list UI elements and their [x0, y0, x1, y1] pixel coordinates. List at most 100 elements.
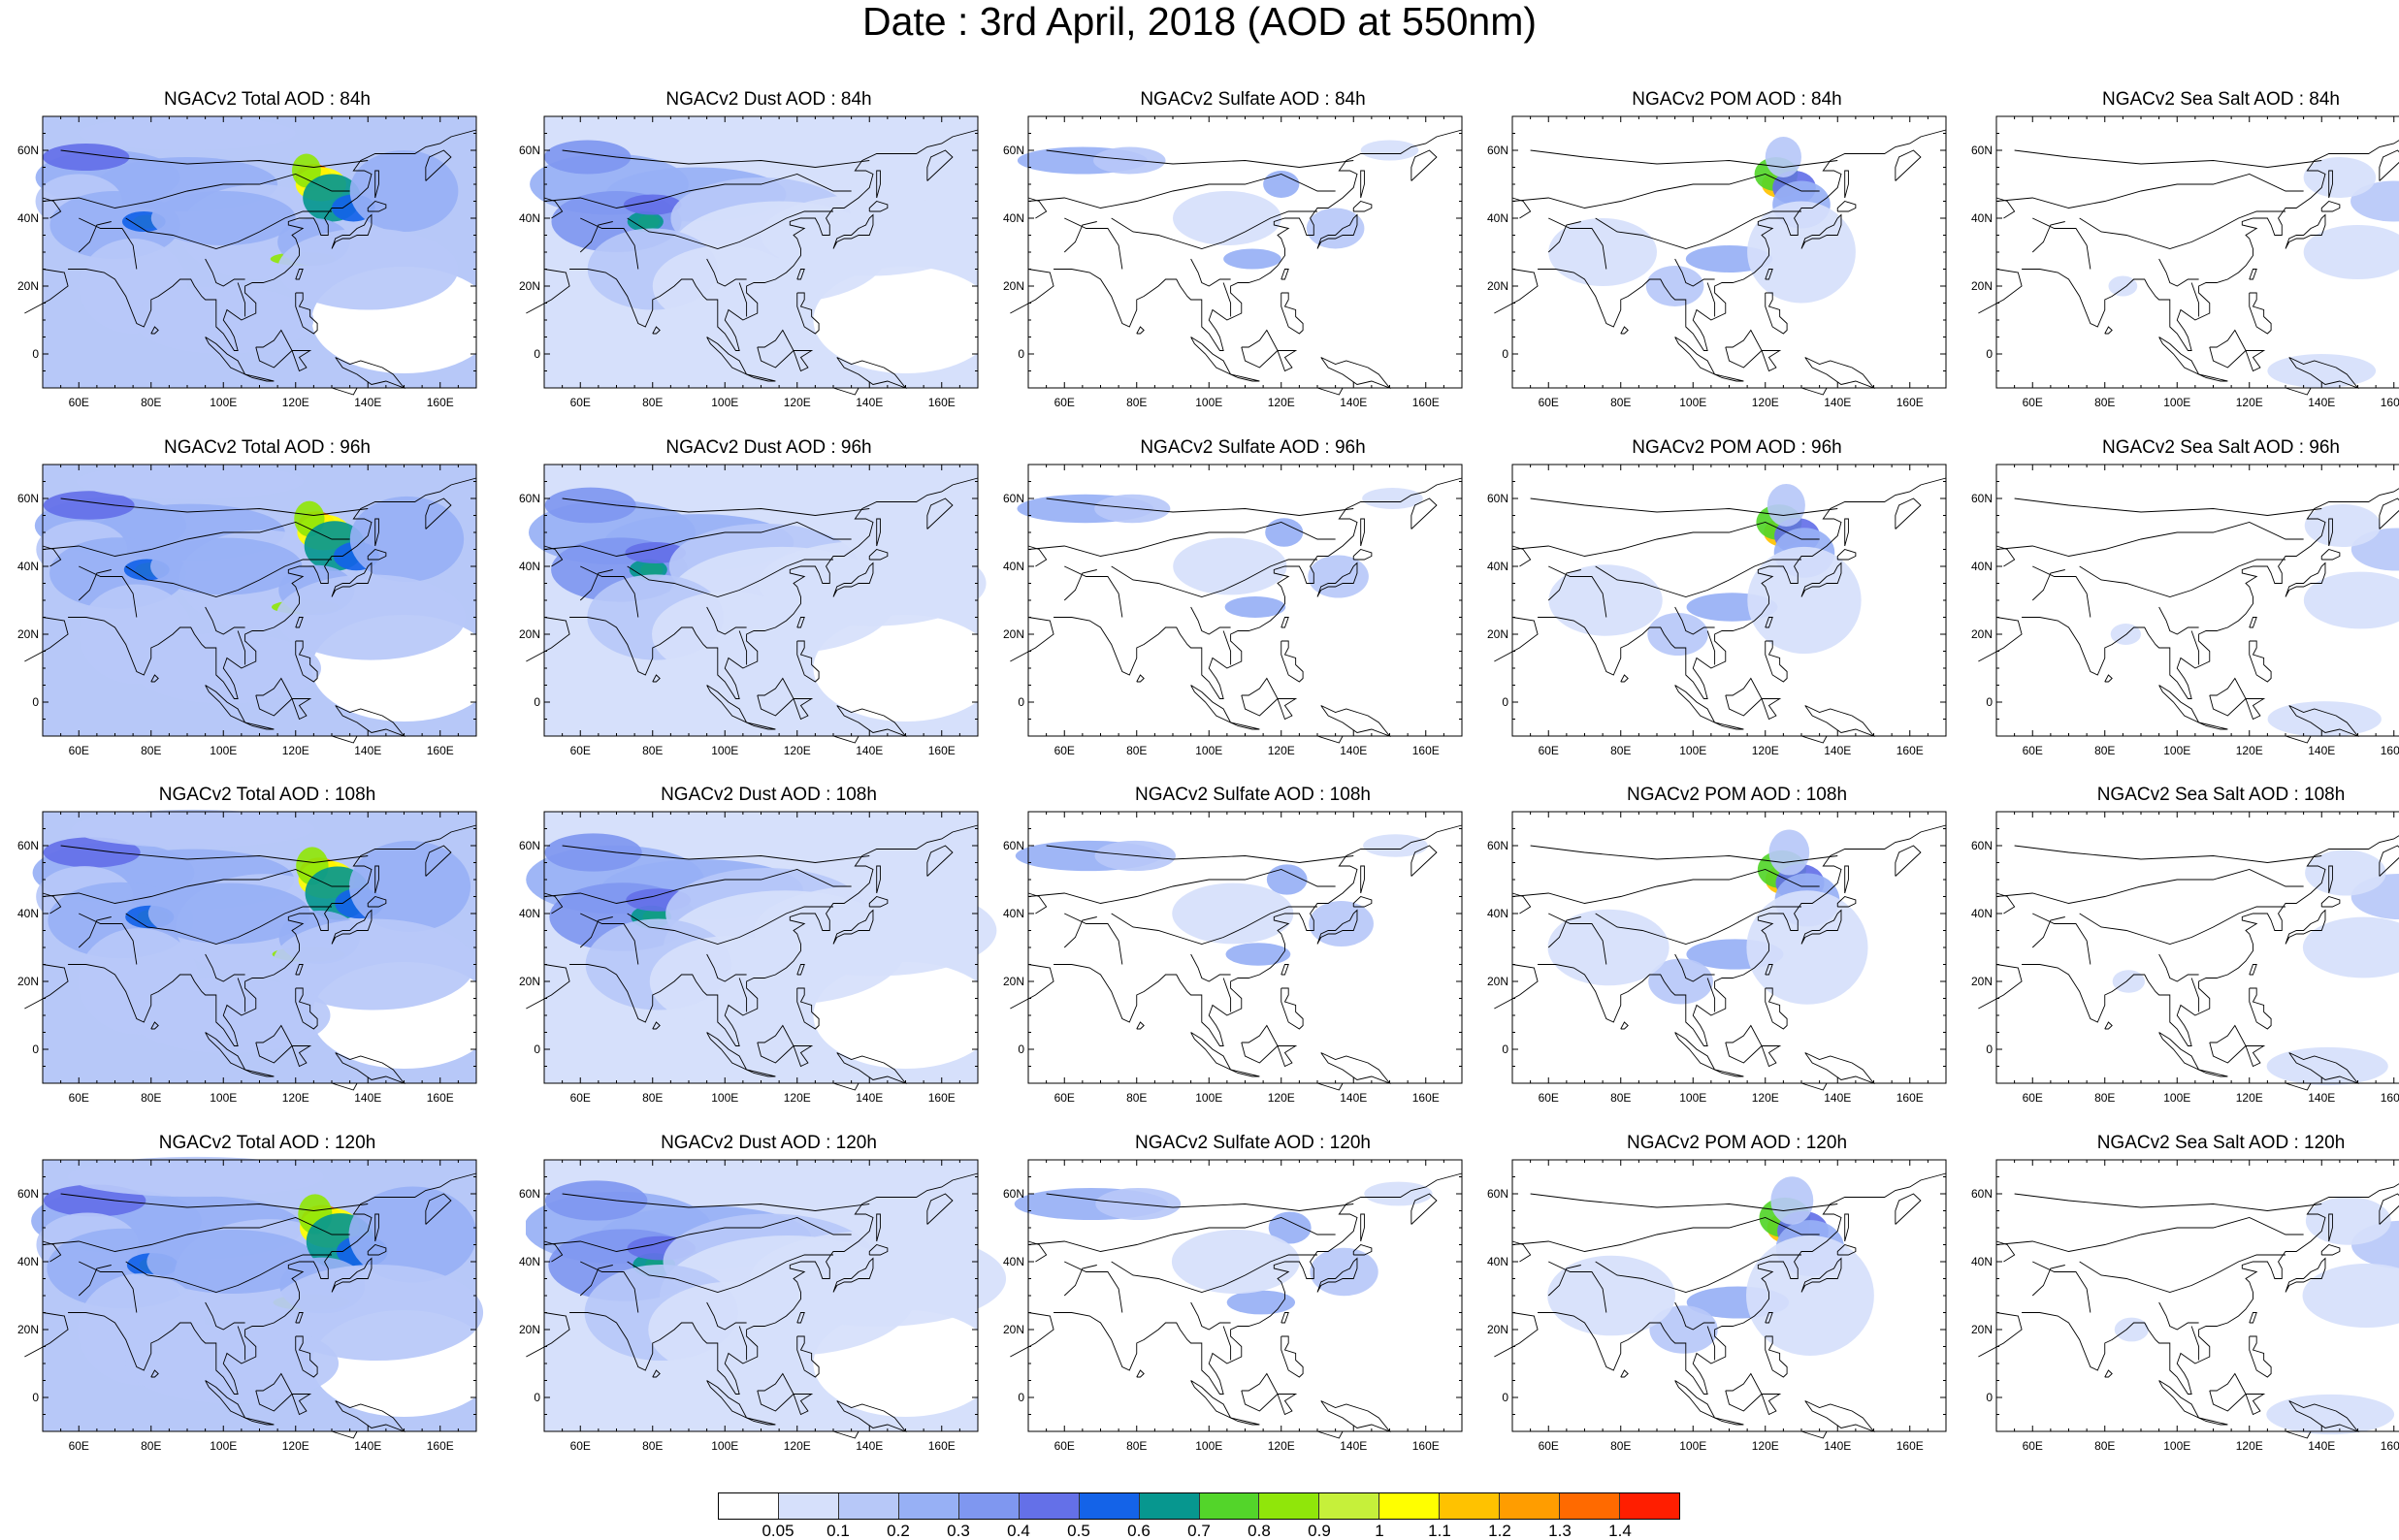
panel-title: NGACv2 Dust AOD : 84h — [665, 89, 872, 110]
aerosol-plume — [1547, 909, 1670, 986]
x-tick-label: 100E — [1679, 396, 1707, 409]
aerosol-plume — [2305, 1197, 2391, 1245]
coastline — [832, 561, 874, 597]
map-panel: NGACv2 Sulfate AOD : 84h 60N 40N 20N 0 60E 80E… — [1003, 89, 1496, 437]
colorbar-swatch — [1318, 1493, 1379, 1519]
coastline — [1995, 1217, 2304, 1252]
aod-map — [1494, 1159, 1947, 1439]
coastline — [1765, 964, 1773, 976]
aerosol-plume — [1173, 537, 1287, 595]
map-panel: NGACv2 POM AOD : 84h 60N 40N 20N 0 60E 80E 100E… — [1487, 90, 1980, 437]
coastline — [836, 357, 907, 389]
coastline — [1995, 1240, 2016, 1263]
coastline — [2288, 1052, 2359, 1084]
map-panel: NGACv2 Dust AOD : 108h 60N 40N 20N 0 60E 80E 10… — [519, 786, 1012, 1133]
aerosol-plume — [1768, 829, 1810, 876]
coastline — [836, 1400, 907, 1432]
coastline — [42, 892, 62, 914]
x-tick-label: 160E — [1896, 396, 1924, 409]
coastline — [876, 1213, 881, 1242]
map-panel: NGACv2 Sea Salt AOD : 108h 60N 40N 20N 0 60E 8… — [1971, 786, 2399, 1133]
aerosol-plume — [2304, 503, 2381, 548]
panel-title: NGACv2 Sulfate AOD : 84h — [1140, 89, 1366, 110]
x-tick-label: 80E — [141, 396, 162, 409]
y-tick-label: 60N — [1486, 839, 1508, 852]
coastline — [1281, 292, 1304, 335]
coastline — [2249, 617, 2257, 628]
coastline — [706, 1301, 747, 1331]
coastline — [579, 569, 613, 601]
coastline — [1316, 561, 1358, 597]
coastline — [526, 1312, 570, 1358]
coastline — [1320, 357, 1391, 389]
x-tick-label: 160E — [1411, 744, 1440, 757]
x-tick-label: 140E — [856, 396, 884, 409]
aerosol-plume — [2303, 571, 2399, 629]
coastline — [2328, 518, 2333, 547]
coastline — [2198, 722, 2228, 730]
coastline — [1410, 149, 1438, 181]
coastline — [1714, 1417, 1744, 1426]
aerosol-plume — [2267, 354, 2377, 388]
coastline — [1548, 217, 1607, 270]
coastline — [2190, 978, 2200, 1012]
coastline — [42, 545, 62, 567]
aerosol-plume — [348, 1186, 477, 1283]
coastline — [1027, 545, 1048, 567]
y-tick-label: 60N — [16, 492, 39, 505]
y-tick-label: 20N — [1970, 627, 1993, 641]
colorbar-label: 0.9 — [1308, 1522, 1331, 1540]
coastline — [1352, 200, 1373, 212]
x-tick-label: 80E — [1610, 1091, 1632, 1105]
aod-map — [1494, 115, 1947, 396]
x-tick-label: 140E — [856, 744, 884, 757]
coastline — [2209, 677, 2247, 717]
coastline — [1316, 213, 1358, 249]
coastline — [2190, 630, 2200, 665]
coastline — [543, 892, 564, 914]
coastline — [1674, 953, 1715, 982]
x-tick-label: 120E — [1751, 744, 1779, 757]
coastline — [1010, 964, 1054, 1010]
x-tick-label: 60E — [1538, 396, 1559, 409]
aerosol-plume — [150, 537, 303, 595]
coastline — [1836, 548, 1857, 561]
coastline — [1281, 1312, 1289, 1324]
x-tick-label: 120E — [1267, 1439, 1295, 1453]
coastline — [2190, 282, 2200, 317]
y-tick-label: 60N — [518, 1187, 540, 1201]
coastline — [2209, 329, 2247, 369]
coastline — [1548, 1261, 1607, 1313]
coastline — [2245, 698, 2266, 721]
coastline — [1277, 350, 1298, 372]
coastline — [331, 561, 373, 597]
coastline — [1836, 200, 1857, 212]
coastline — [526, 617, 570, 662]
aerosol-plume — [76, 464, 305, 499]
coastline — [1674, 1301, 1715, 1331]
aerosol-plume — [625, 541, 687, 564]
coastline — [2245, 350, 2266, 372]
coastline — [1494, 1312, 1539, 1358]
colorbar-swatch — [1378, 1493, 1440, 1519]
y-tick-label: 40N — [1002, 211, 1024, 225]
aerosol-plume — [1266, 864, 1308, 895]
coastline — [796, 987, 820, 1030]
x-tick-label: 60E — [1538, 1439, 1559, 1453]
coastline — [1222, 630, 1232, 665]
x-tick-label: 160E — [426, 1439, 454, 1453]
coastline — [2288, 705, 2359, 737]
aerosol-plume — [2108, 275, 2138, 297]
coastline — [1725, 677, 1763, 717]
coastline — [706, 606, 747, 635]
coastline — [2285, 561, 2326, 597]
coastline — [1548, 565, 1607, 618]
aerosol-plume — [146, 1229, 318, 1295]
map-panel: NGACv2 Sulfate AOD : 120h 60N 40N 20N 0 60E 80… — [1003, 1134, 1496, 1481]
coastline — [1836, 895, 1857, 908]
aerosol-plume — [1225, 943, 1291, 966]
coastline — [1494, 964, 1539, 1010]
coastline — [79, 217, 138, 270]
coastline — [2158, 258, 2199, 287]
coastline — [757, 677, 794, 717]
